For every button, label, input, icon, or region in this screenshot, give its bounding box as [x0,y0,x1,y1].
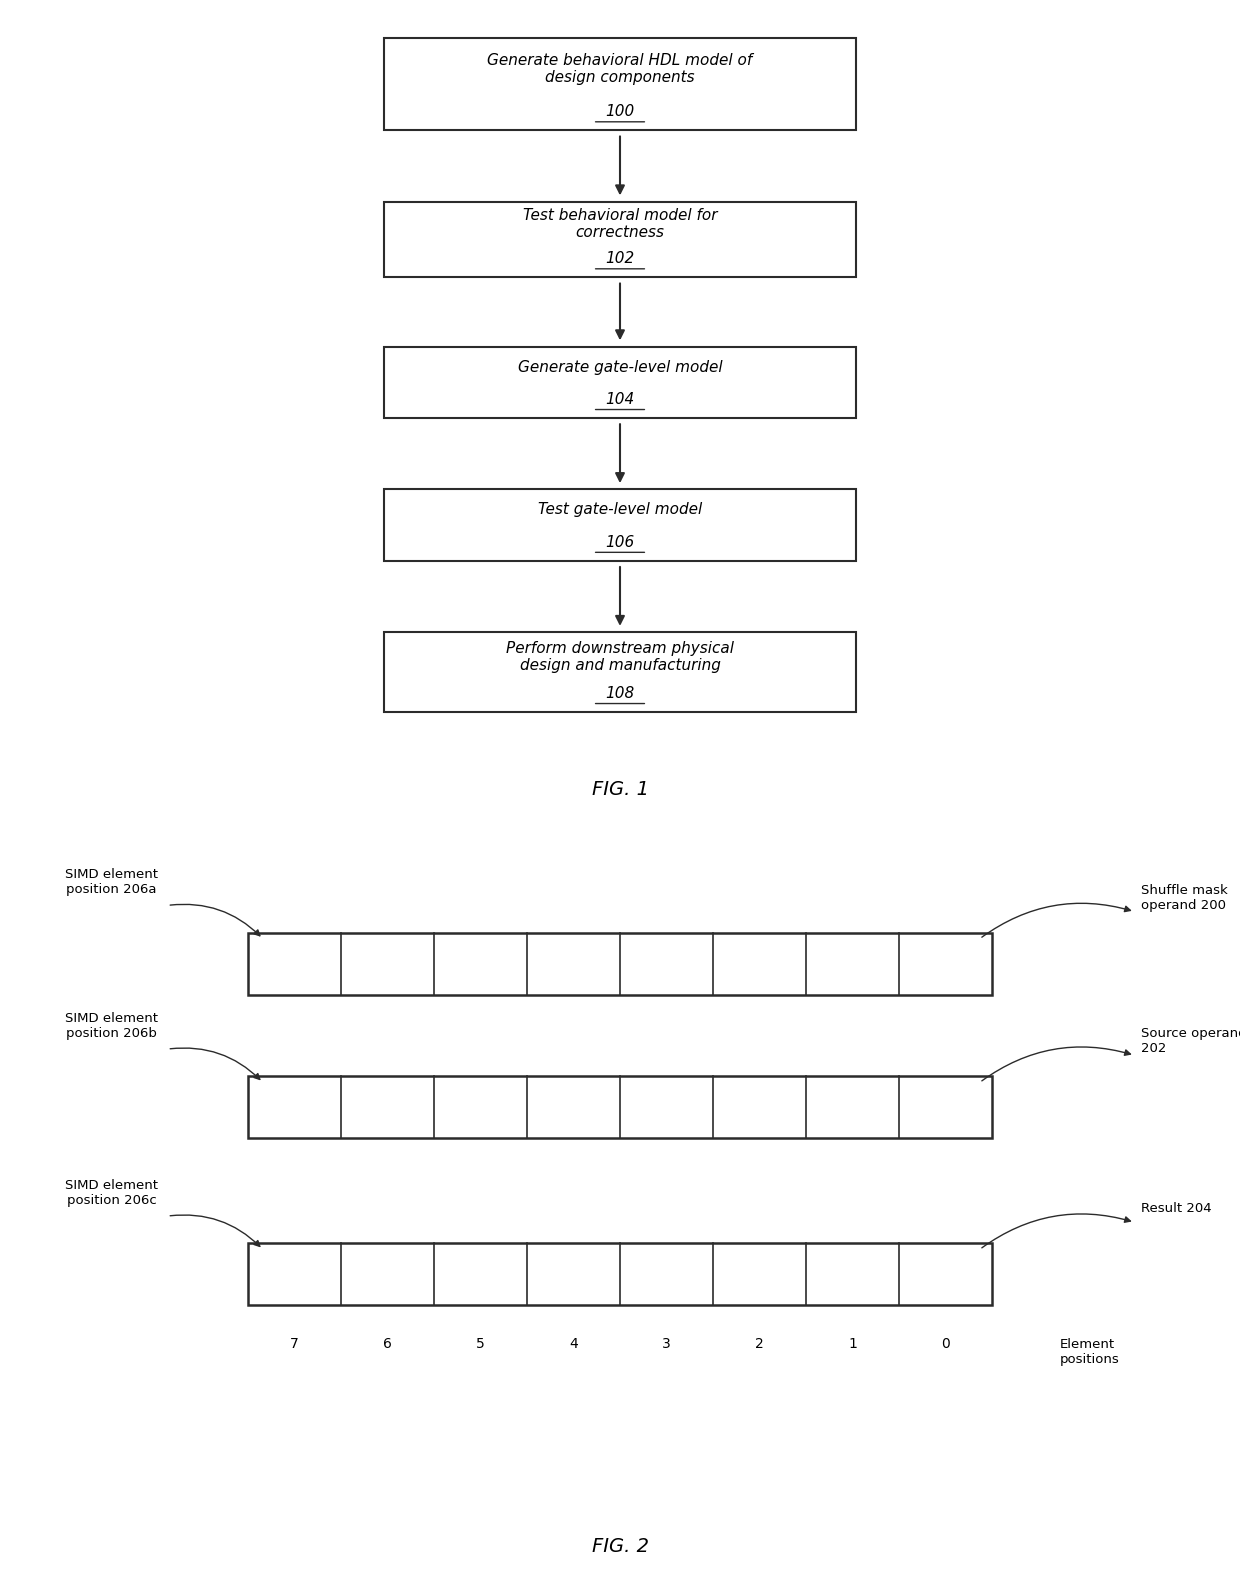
FancyBboxPatch shape [248,932,992,995]
FancyBboxPatch shape [384,490,856,561]
Text: 7: 7 [290,1338,299,1352]
Text: 106: 106 [605,534,635,550]
Text: 1: 1 [848,1338,857,1352]
FancyBboxPatch shape [384,201,856,277]
FancyBboxPatch shape [384,632,856,712]
Text: 5: 5 [476,1338,485,1352]
Text: SIMD element
position 206c: SIMD element position 206c [66,1179,159,1206]
FancyBboxPatch shape [248,1076,992,1138]
Text: Source operand
202: Source operand 202 [1141,1027,1240,1056]
Text: 100: 100 [605,105,635,119]
Text: 102: 102 [605,252,635,266]
Text: Element
positions: Element positions [1060,1338,1120,1366]
Text: Shuffle mask
operand 200: Shuffle mask operand 200 [1141,884,1228,911]
Text: 0: 0 [941,1338,950,1352]
Text: SIMD element
position 206b: SIMD element position 206b [66,1011,159,1040]
Text: Generate behavioral HDL model of
design components: Generate behavioral HDL model of design … [487,52,753,86]
Text: Generate gate-level model: Generate gate-level model [517,360,723,374]
Text: FIG. 1: FIG. 1 [591,780,649,799]
FancyBboxPatch shape [384,347,856,418]
Text: Perform downstream physical
design and manufacturing: Perform downstream physical design and m… [506,640,734,674]
Text: 104: 104 [605,391,635,407]
Text: 2: 2 [755,1338,764,1352]
Text: 4: 4 [569,1338,578,1352]
Text: 3: 3 [662,1338,671,1352]
Text: Test behavioral model for
correctness: Test behavioral model for correctness [523,208,717,241]
Text: Test gate-level model: Test gate-level model [538,502,702,517]
Text: 108: 108 [605,686,635,701]
Text: FIG. 2: FIG. 2 [591,1537,649,1555]
Text: 6: 6 [383,1338,392,1352]
FancyBboxPatch shape [248,1243,992,1306]
FancyBboxPatch shape [384,38,856,130]
Text: SIMD element
position 206a: SIMD element position 206a [66,869,159,896]
Text: Result 204: Result 204 [1141,1201,1211,1214]
